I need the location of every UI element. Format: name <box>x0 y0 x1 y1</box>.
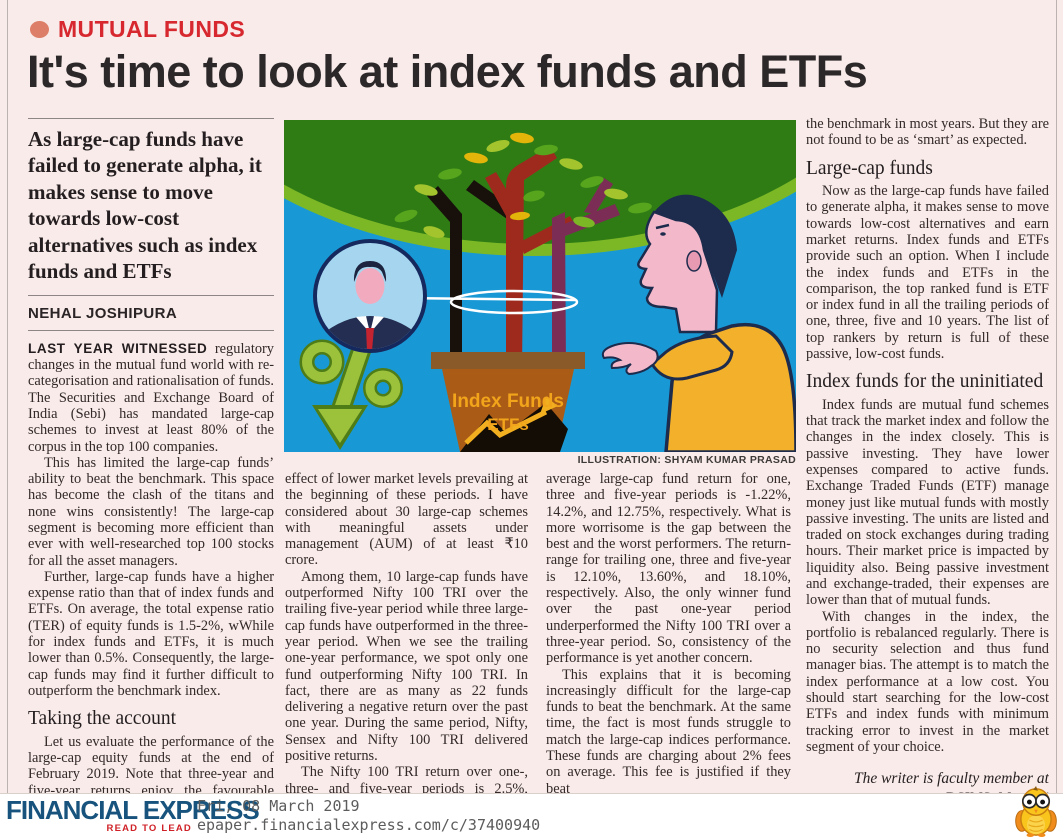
page-edge-line-right <box>1056 0 1057 793</box>
paragraph: This has limited the large-cap funds’ ab… <box>28 454 274 569</box>
paragraph: effect of lower market levels prevailing… <box>285 471 528 569</box>
paragraph: the benchmark in most years. But they ar… <box>806 116 1049 149</box>
illustration-credit: ILLUSTRATION: SHYAM KUMAR PRASAD <box>577 454 796 466</box>
section-heading-taking-the-account: Taking the account <box>28 708 177 730</box>
paragraph: Among them, 10 large-cap funds have outp… <box>285 568 528 765</box>
writer-credit: The writer is faculty member at DSIMS, M… <box>806 769 1049 793</box>
writer-credit-line1: The writer is faculty member at <box>853 770 1049 788</box>
article-column-3: average large-cap fund return for one, t… <box>546 471 791 793</box>
growth-arrow-icon <box>464 409 548 445</box>
section-heading-large-cap-funds: Large-cap funds <box>806 157 933 179</box>
paragraph-leadin: LAST YEAR WITNESSED <box>28 340 208 356</box>
section-heading-index-funds-uninitiated: Index funds for the uninitiated <box>806 371 1044 393</box>
article-column-1: As large-cap funds have failed to genera… <box>28 118 274 793</box>
epaper-meta: Fri, 08 March 2019 epaper.financialexpre… <box>197 797 540 835</box>
paragraph-text: regulatory changes in the mutual fund wo… <box>28 340 274 455</box>
page-edge-line-left <box>7 0 8 793</box>
kicker-label: MUTUAL FUNDS <box>58 16 246 42</box>
paragraph: With changes in the index, the portfolio… <box>806 608 1049 755</box>
owl-mascot-icon <box>1015 786 1057 837</box>
investor-avatar-icon <box>313 239 427 353</box>
article-headline: It's time to look at index funds and ETF… <box>27 46 868 97</box>
article-column-4: the benchmark in most years. But they ar… <box>806 116 1049 793</box>
writer-credit-line2: DSIMS, Mumbai <box>806 789 1049 793</box>
paragraph: Further, large-cap funds have a higher e… <box>28 568 274 699</box>
illustration-graphic: Index Funds ETFs <box>284 120 796 452</box>
paragraph: Index funds are mutual fund schemes that… <box>806 396 1049 609</box>
column-1-body: LAST YEAR WITNESSED regulatory changes i… <box>28 341 274 793</box>
pot-label-line1: Index Funds <box>452 391 564 412</box>
byline: NEHAL JOSHIPURA <box>28 296 274 331</box>
illustration: Index Funds ETFs <box>284 120 796 452</box>
section-kicker: MUTUAL FUNDS <box>30 16 245 43</box>
epaper-date: Fri, 08 March 2019 <box>197 797 360 815</box>
paragraph: average large-cap fund return for one, t… <box>546 471 791 667</box>
paragraph: This explains that it is becoming increa… <box>546 666 791 793</box>
epaper-footer-bar: FINANCIAL EXPRESS READ TO LEAD Fri, 08 M… <box>0 793 1063 837</box>
paragraph: Now as the large-cap funds have failed t… <box>806 183 1049 362</box>
financial-express-logo: FINANCIAL EXPRESS READ TO LEAD <box>6 795 260 834</box>
article-column-2: effect of lower market levels prevailing… <box>285 471 528 793</box>
leaves <box>394 132 652 238</box>
logo-wordmark: FINANCIAL EXPRESS <box>6 795 260 825</box>
index-funds-pot: Index Funds ETFs <box>431 352 585 452</box>
epaper-url: epaper.financialexpress.com/c/37400940 <box>197 816 541 834</box>
paragraph: LAST YEAR WITNESSED regulatory changes i… <box>28 341 274 455</box>
kicker-dot-icon <box>30 21 49 38</box>
paragraph: The Nifty 100 TRI return over one-, thre… <box>285 764 528 793</box>
paragraph: Let us evaluate the performance of the l… <box>28 733 274 793</box>
pot-label-line2: ETFs <box>487 415 529 434</box>
logo-tagline: READ TO LEAD <box>106 823 192 834</box>
percent-down-arrow-icon <box>299 338 403 450</box>
standfirst: As large-cap funds have failed to genera… <box>28 118 274 296</box>
man-profile-illustration <box>601 194 796 452</box>
